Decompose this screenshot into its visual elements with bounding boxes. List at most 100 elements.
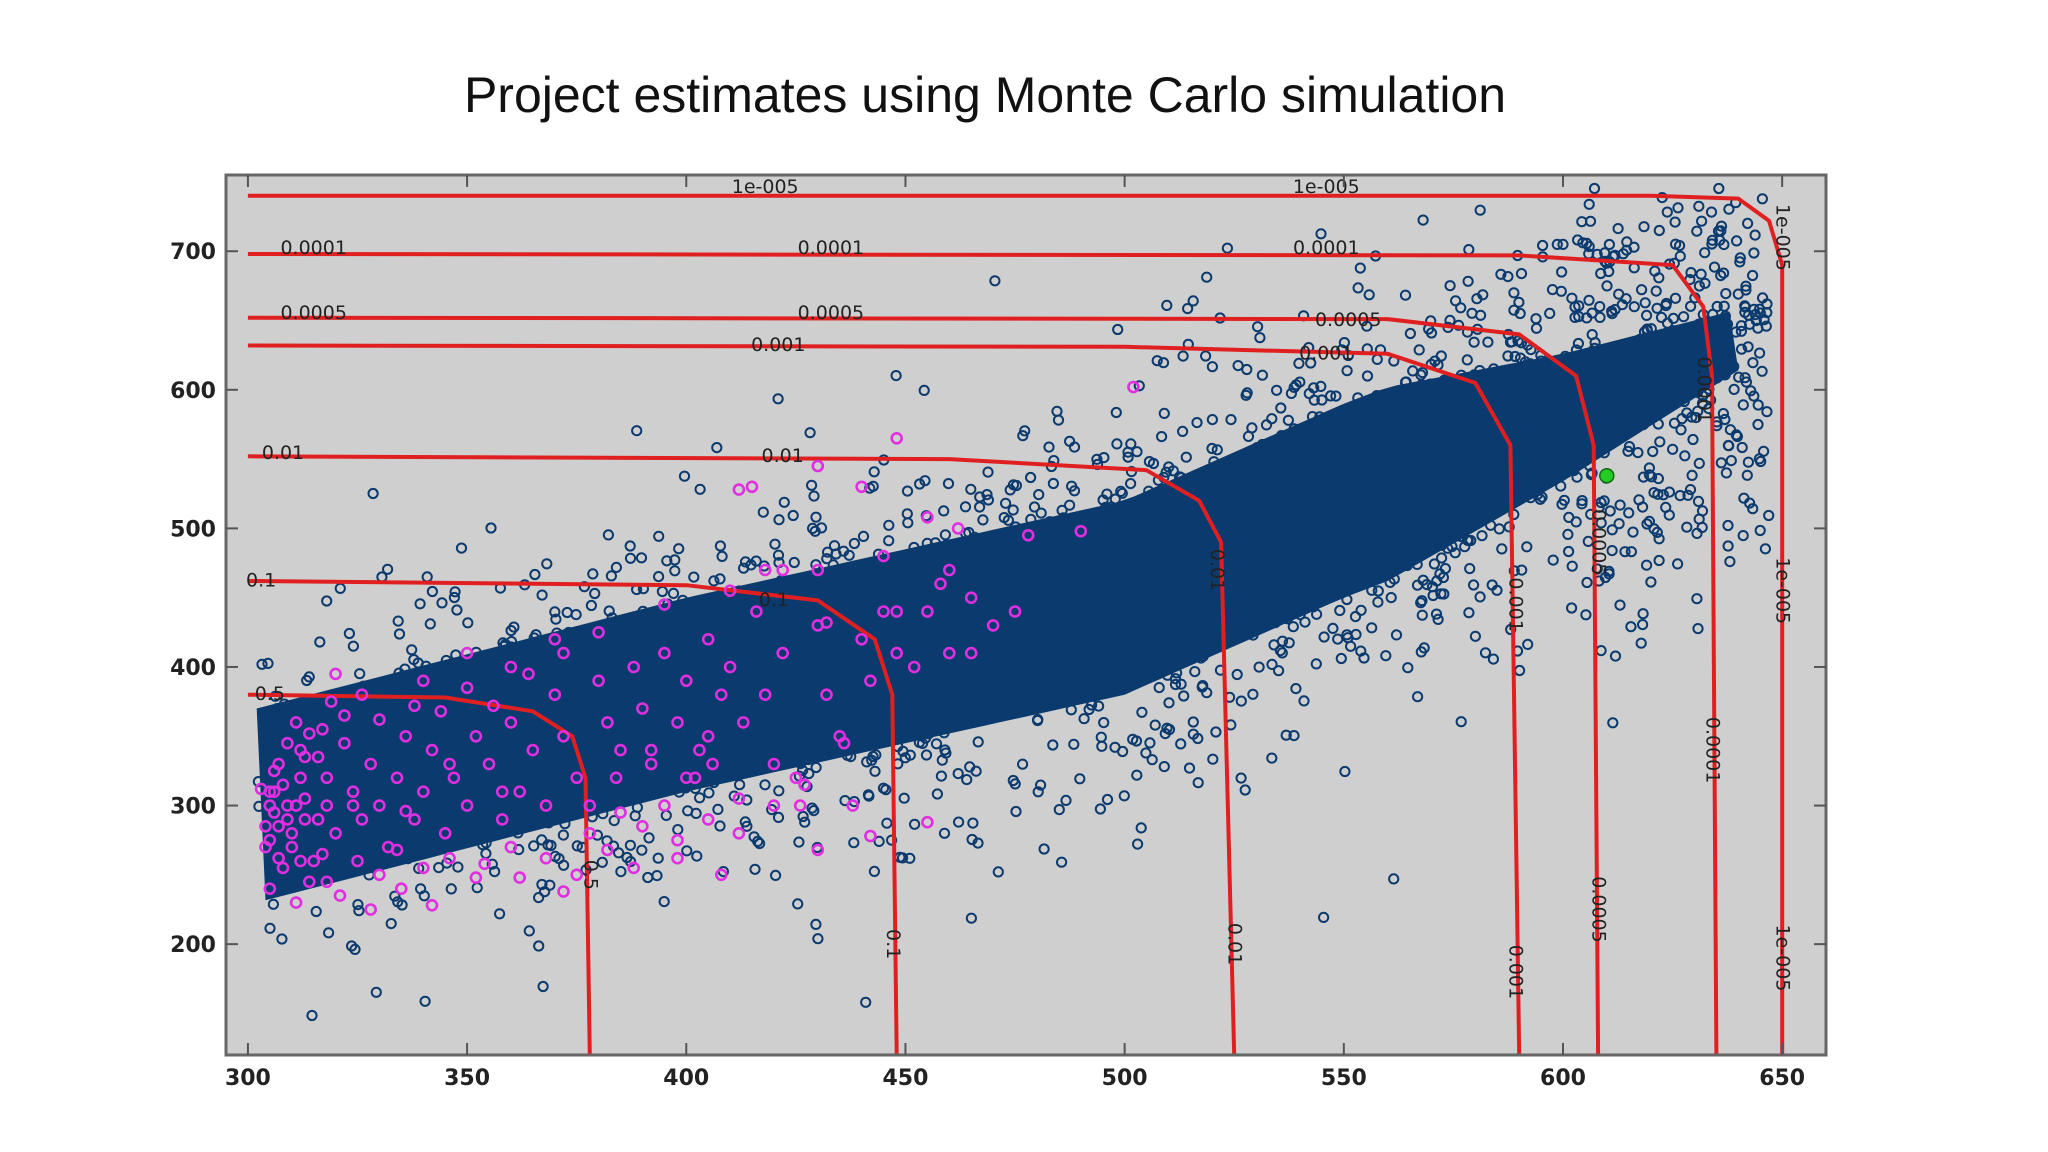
highlight-point (1008, 605, 1022, 618)
data-point (1455, 302, 1467, 314)
data-point (1367, 424, 1379, 436)
data-point (1184, 618, 1196, 630)
data-point (1384, 576, 1396, 589)
highlight-point (679, 771, 693, 785)
data-point (788, 556, 800, 569)
data-point (1691, 593, 1703, 605)
data-point (732, 707, 744, 719)
data-point (838, 567, 850, 579)
data-point (1636, 341, 1649, 353)
data-point (1461, 354, 1473, 366)
highlight-point (324, 695, 338, 708)
data-point (1216, 464, 1228, 476)
data-point (1143, 485, 1155, 497)
highlight-point (390, 843, 404, 857)
data-point (1404, 327, 1417, 340)
data-point (972, 612, 984, 625)
data-point (1417, 214, 1429, 226)
data-point (992, 700, 1004, 712)
data-point (1502, 271, 1514, 283)
highlight-point (614, 743, 627, 757)
data-point (405, 839, 417, 851)
data-point (870, 749, 882, 761)
data-point (1120, 679, 1132, 691)
data-point (1479, 647, 1492, 659)
data-point (1757, 292, 1769, 304)
data-point (606, 661, 618, 673)
data-point (1372, 596, 1384, 608)
highlight-point (495, 813, 509, 826)
data-point (1111, 644, 1123, 657)
data-point (1004, 484, 1016, 496)
highlight-point (495, 785, 509, 799)
data-point (1349, 611, 1362, 623)
data-point (615, 698, 627, 711)
highlight-point (864, 829, 877, 843)
data-point (1291, 588, 1303, 600)
data-point (1356, 495, 1368, 507)
data-point (1603, 265, 1615, 278)
data-point (558, 859, 570, 871)
data-point (1079, 587, 1091, 600)
data-point (419, 995, 431, 1007)
highlight-point (820, 688, 833, 702)
data-point (1756, 193, 1769, 205)
data-point (1633, 386, 1645, 398)
contour-label: 0.1 (759, 589, 789, 611)
highlight-point (736, 716, 750, 729)
highlight-point (693, 743, 706, 757)
contour-label: 0.5 (255, 683, 285, 705)
data-point (452, 861, 464, 873)
data-point (1050, 614, 1063, 626)
data-point (1163, 723, 1176, 736)
highlight-point (478, 857, 491, 871)
highlight-point (425, 743, 439, 757)
data-point (1679, 355, 1691, 367)
data-point (1269, 617, 1281, 629)
data-point (1372, 585, 1384, 597)
data-point (1293, 444, 1306, 456)
data-point (1678, 311, 1690, 323)
data-point (591, 829, 604, 841)
data-point (631, 801, 644, 814)
data-point (907, 621, 919, 633)
data-point (808, 490, 820, 502)
data-point (857, 563, 869, 575)
data-point (1299, 480, 1311, 492)
data-point (720, 625, 732, 637)
data-point (977, 514, 989, 526)
data-point (1126, 656, 1138, 669)
data-point (536, 589, 548, 601)
data-point (414, 724, 426, 736)
data-point (379, 721, 391, 733)
highlight-point (701, 632, 715, 646)
data-point (1057, 512, 1070, 524)
highlight-point (671, 716, 684, 729)
data-point (795, 601, 807, 613)
data-point (1158, 657, 1170, 669)
data-point (842, 636, 855, 648)
data-point (796, 659, 808, 671)
data-point (445, 817, 457, 829)
data-point (825, 578, 837, 590)
data-point (1598, 447, 1610, 459)
data-point (519, 803, 531, 815)
data-point (1246, 618, 1258, 631)
data-point (1446, 540, 1458, 553)
data-point (542, 817, 555, 829)
data-point (954, 676, 966, 689)
data-point (908, 541, 920, 554)
data-point (1637, 619, 1649, 631)
data-point (341, 761, 353, 773)
data-point (1654, 436, 1666, 448)
data-point (1333, 439, 1346, 452)
data-point (1049, 645, 1062, 657)
data-point (1150, 508, 1162, 520)
data-point (646, 623, 658, 635)
data-point (1081, 567, 1093, 580)
data-point (1652, 488, 1664, 500)
data-point (1474, 591, 1486, 603)
data-point (1091, 588, 1103, 600)
data-point (1692, 623, 1704, 635)
data-point (1554, 442, 1566, 454)
